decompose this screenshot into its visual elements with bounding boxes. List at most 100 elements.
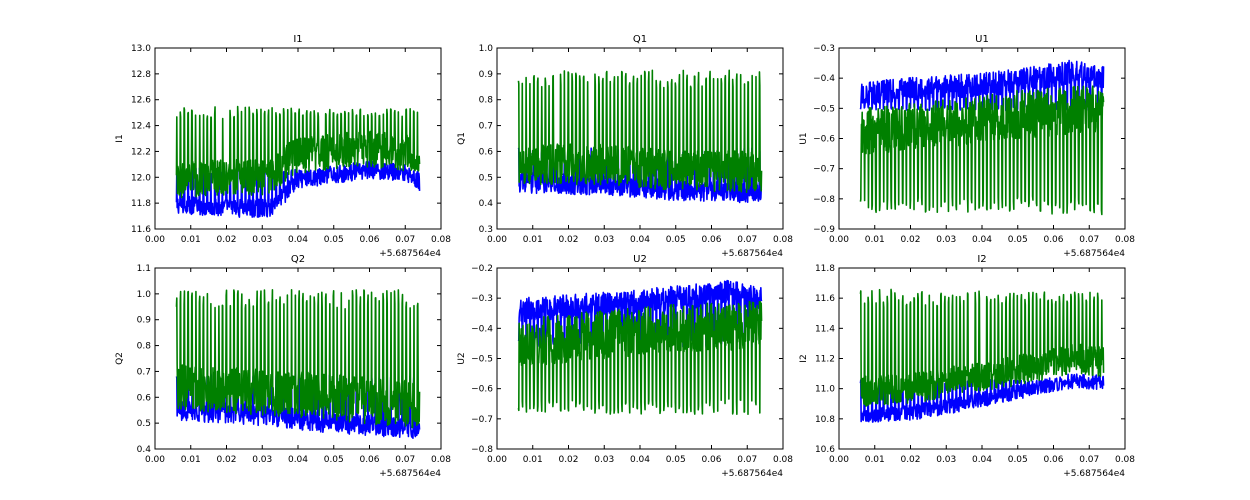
y-tick-label: 12.6: [131, 96, 151, 106]
y-tick-label: 12.4: [131, 122, 151, 132]
y-tick-label: −0.3: [471, 294, 493, 304]
y-tick-label: 11.6: [131, 225, 151, 235]
y-tick-label: 12.0: [131, 173, 151, 183]
subplot-i2: 0.00 0.01 0.02 0.03 0.04 0.05 0.06 0.07 0.08 10.6…: [799, 254, 1135, 479]
x-tick-label: 0.07: [1079, 235, 1099, 245]
series-line-2: [175, 289, 421, 429]
series-line-2: [175, 105, 421, 199]
x-offset-label: +5.687564e4: [721, 249, 783, 259]
series-line-2: [517, 300, 763, 416]
x-tick-label: 0.07: [395, 455, 415, 465]
x-offset-label: +5.687564e4: [379, 469, 441, 479]
x-tick-label: 0.04: [288, 235, 308, 245]
subplot-title: I2: [977, 254, 986, 265]
x-tick-label: 0.03: [252, 235, 272, 245]
x-tick-label: 0.00: [145, 235, 165, 245]
x-tick-label: 0.08: [431, 455, 451, 465]
subplot-u2: 0.00 0.01 0.02 0.03 0.04 0.05 0.06 0.07 0.08 −0.8…: [457, 254, 793, 479]
y-tick-label: 13.0: [131, 44, 151, 54]
x-tick-label: 0.05: [1008, 455, 1028, 465]
x-tick-label: 0.02: [558, 455, 578, 465]
y-tick-label: 1.1: [137, 264, 151, 274]
subplot-title: Q2: [291, 254, 305, 265]
series-line-2: [859, 85, 1105, 216]
y-tick-label: 0.6: [479, 147, 494, 157]
x-tick-label: 0.01: [865, 455, 885, 465]
x-tick-label: 0.04: [630, 235, 650, 245]
y-tick-label: 0.4: [137, 445, 152, 455]
subplot-title: I1: [293, 34, 302, 45]
x-tick-label: 0.08: [1115, 235, 1135, 245]
y-tick-label: 1.0: [479, 44, 494, 54]
x-offset-label: +5.687564e4: [379, 249, 441, 259]
x-tick-label: 0.01: [523, 235, 543, 245]
x-tick-label: 0.07: [1079, 455, 1099, 465]
x-tick-label: 0.02: [900, 235, 920, 245]
x-tick-label: 0.00: [487, 455, 507, 465]
series-line-2: [859, 288, 1105, 407]
x-tick-label: 0.00: [829, 235, 849, 245]
y-tick-label: −0.6: [471, 385, 493, 395]
x-tick-label: 0.06: [701, 235, 721, 245]
y-tick-label: 1.0: [137, 290, 152, 300]
x-tick-label: 0.04: [972, 235, 992, 245]
y-tick-label: 10.8: [815, 415, 835, 425]
x-tick-label: 0.00: [487, 235, 507, 245]
y-tick-label: −0.4: [471, 324, 493, 334]
y-tick-label: 0.6: [137, 393, 152, 403]
x-tick-label: 0.04: [288, 455, 308, 465]
x-offset-label: +5.687564e4: [721, 469, 783, 479]
x-tick-label: 0.01: [865, 235, 885, 245]
y-tick-label: 11.6: [815, 294, 835, 304]
y-tick-label: 0.5: [479, 173, 493, 183]
y-tick-label: 11.4: [815, 324, 835, 334]
x-tick-label: 0.06: [1043, 455, 1063, 465]
y-tick-label: 0.3: [479, 225, 493, 235]
y-tick-label: −0.5: [813, 104, 835, 114]
x-tick-label: 0.05: [666, 235, 686, 245]
x-tick-label: 0.05: [666, 455, 686, 465]
y-tick-label: −0.2: [471, 264, 493, 274]
x-tick-label: 0.03: [936, 235, 956, 245]
series-line-2: [517, 69, 763, 194]
x-tick-label: 0.05: [1008, 235, 1028, 245]
y-axis-label: I2: [799, 354, 809, 362]
x-tick-label: 0.05: [324, 235, 344, 245]
y-tick-label: −0.7: [813, 165, 835, 175]
x-tick-label: 0.02: [216, 455, 236, 465]
subplot-i1: 0.00 0.01 0.02 0.03 0.04 0.05 0.06 0.07 0.08 11.6…: [115, 34, 451, 259]
y-tick-label: −0.8: [813, 195, 835, 205]
y-tick-label: 10.6: [815, 445, 835, 455]
y-axis-label: U1: [799, 132, 809, 144]
series-line-1: [859, 59, 1105, 113]
x-tick-label: 0.02: [900, 455, 920, 465]
x-tick-label: 0.08: [431, 235, 451, 245]
y-tick-label: 0.7: [137, 367, 151, 377]
x-tick-label: 0.06: [1043, 235, 1063, 245]
y-tick-label: −0.3: [813, 44, 835, 54]
x-tick-label: 0.02: [216, 235, 236, 245]
x-tick-label: 0.04: [630, 455, 650, 465]
y-tick-label: 0.9: [137, 316, 152, 326]
series-line-1: [859, 373, 1105, 423]
subplot-u1: 0.00 0.01 0.02 0.03 0.04 0.05 0.06 0.07 0.08 −0.9…: [799, 34, 1135, 259]
y-tick-label: 11.8: [131, 199, 151, 209]
y-tick-label: 0.9: [479, 70, 494, 80]
y-tick-label: 0.8: [479, 96, 494, 106]
x-tick-label: 0.07: [737, 455, 757, 465]
y-tick-label: 12.2: [131, 147, 151, 157]
y-tick-label: −0.7: [471, 415, 493, 425]
x-tick-label: 0.00: [145, 455, 165, 465]
y-tick-label: 11.8: [815, 264, 835, 274]
y-tick-label: −0.8: [471, 445, 493, 455]
y-tick-label: 0.8: [137, 342, 152, 352]
x-tick-label: 0.01: [181, 235, 201, 245]
subplot-title: Q1: [633, 34, 647, 45]
x-tick-label: 0.03: [252, 455, 272, 465]
x-tick-label: 0.00: [829, 455, 849, 465]
x-tick-label: 0.07: [395, 235, 415, 245]
x-tick-label: 0.08: [773, 235, 793, 245]
y-tick-label: 12.8: [131, 70, 151, 80]
y-axis-label: U2: [457, 352, 467, 364]
